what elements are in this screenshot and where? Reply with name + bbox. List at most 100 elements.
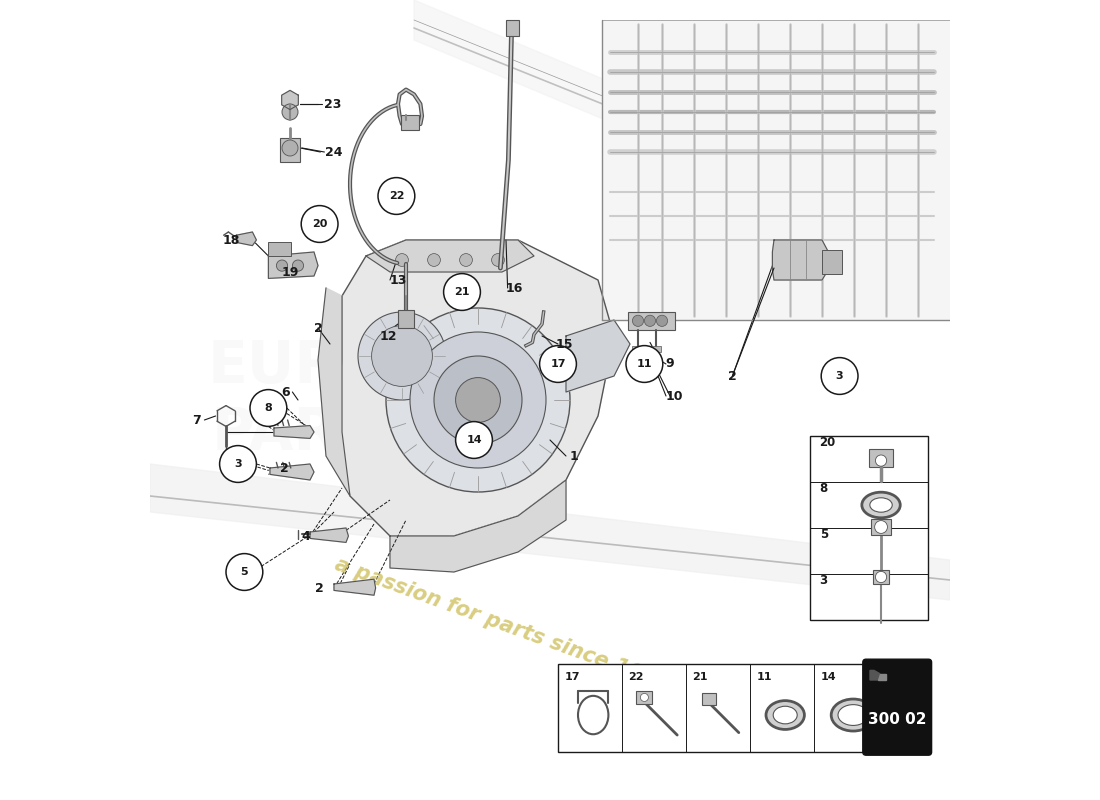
Circle shape [632, 315, 644, 326]
Circle shape [640, 694, 648, 702]
Circle shape [276, 260, 287, 271]
Text: 23: 23 [323, 98, 341, 110]
Ellipse shape [861, 492, 900, 518]
Bar [558, 664, 878, 752]
Polygon shape [366, 240, 534, 272]
Circle shape [396, 254, 408, 266]
Bar [650, 346, 661, 352]
Text: 3: 3 [836, 371, 844, 381]
Bar [869, 450, 893, 467]
Text: 7: 7 [192, 414, 201, 426]
Text: 13: 13 [389, 274, 407, 286]
Circle shape [876, 571, 887, 582]
Text: 2: 2 [728, 370, 737, 382]
Circle shape [410, 332, 546, 468]
Circle shape [282, 140, 298, 156]
Text: 19: 19 [282, 266, 299, 278]
Text: 22: 22 [388, 191, 404, 201]
Circle shape [645, 315, 656, 326]
Circle shape [358, 312, 446, 400]
Polygon shape [566, 320, 630, 392]
Bar [628, 312, 674, 330]
Bar [702, 693, 716, 706]
Text: 14: 14 [821, 672, 836, 682]
Text: 10: 10 [666, 390, 683, 402]
Text: 3: 3 [820, 574, 827, 587]
Polygon shape [150, 464, 950, 600]
Text: 24: 24 [326, 146, 343, 158]
Polygon shape [270, 464, 314, 480]
Polygon shape [870, 670, 880, 680]
Bar [602, 20, 950, 320]
Circle shape [874, 521, 888, 534]
Circle shape [250, 390, 287, 426]
Text: 15: 15 [556, 338, 573, 350]
Circle shape [220, 446, 256, 482]
Circle shape [372, 326, 432, 386]
Text: EUR0
PART: EUR0 PART [208, 338, 381, 462]
Polygon shape [878, 674, 886, 680]
Text: 8: 8 [264, 403, 273, 413]
Polygon shape [268, 252, 318, 278]
Polygon shape [334, 240, 614, 536]
Bar [402, 115, 419, 130]
Text: a passion for parts since 1994: a passion for parts since 1994 [332, 554, 672, 694]
Ellipse shape [870, 498, 892, 512]
Text: 2: 2 [316, 582, 324, 594]
Polygon shape [390, 480, 566, 572]
Text: 20: 20 [820, 437, 836, 450]
Text: 18: 18 [223, 234, 240, 246]
Polygon shape [318, 288, 350, 496]
Circle shape [378, 178, 415, 214]
Circle shape [301, 206, 338, 242]
Bar [280, 138, 299, 162]
Circle shape [455, 378, 500, 422]
Text: 4: 4 [301, 530, 310, 542]
Circle shape [386, 308, 570, 492]
Circle shape [226, 554, 263, 590]
Circle shape [460, 254, 472, 266]
Text: 11: 11 [757, 672, 772, 682]
Text: 2: 2 [280, 462, 289, 474]
Ellipse shape [773, 706, 798, 724]
Text: 2: 2 [314, 322, 322, 334]
Text: 5: 5 [820, 529, 828, 542]
Circle shape [876, 455, 887, 466]
Circle shape [492, 254, 505, 266]
Ellipse shape [452, 281, 472, 295]
Circle shape [626, 346, 663, 382]
Polygon shape [236, 232, 256, 246]
Circle shape [455, 422, 493, 458]
Bar [268, 242, 290, 256]
Text: 11: 11 [637, 359, 652, 369]
Bar [398, 310, 414, 328]
Circle shape [282, 104, 298, 120]
Bar [506, 20, 519, 36]
Text: 6: 6 [282, 386, 290, 398]
Bar [822, 250, 842, 274]
Circle shape [657, 315, 668, 326]
Circle shape [822, 358, 858, 394]
Bar [632, 346, 644, 352]
Text: 5: 5 [241, 567, 249, 577]
Bar [871, 519, 891, 535]
Text: 9: 9 [666, 358, 674, 370]
Ellipse shape [838, 705, 868, 726]
Ellipse shape [832, 699, 876, 731]
Text: 12: 12 [379, 330, 397, 342]
Text: 21: 21 [692, 672, 708, 682]
Circle shape [434, 356, 522, 444]
Polygon shape [334, 579, 375, 595]
Text: 21: 21 [454, 287, 470, 297]
Text: 20: 20 [312, 219, 328, 229]
Text: 3: 3 [234, 459, 242, 469]
Polygon shape [414, 0, 950, 264]
Text: 300 02: 300 02 [868, 713, 926, 727]
Text: 17: 17 [564, 672, 580, 682]
Bar [873, 570, 889, 584]
Circle shape [428, 254, 440, 266]
Bar [810, 436, 928, 620]
Circle shape [540, 346, 576, 382]
Polygon shape [310, 528, 349, 542]
Text: 1: 1 [570, 450, 579, 462]
